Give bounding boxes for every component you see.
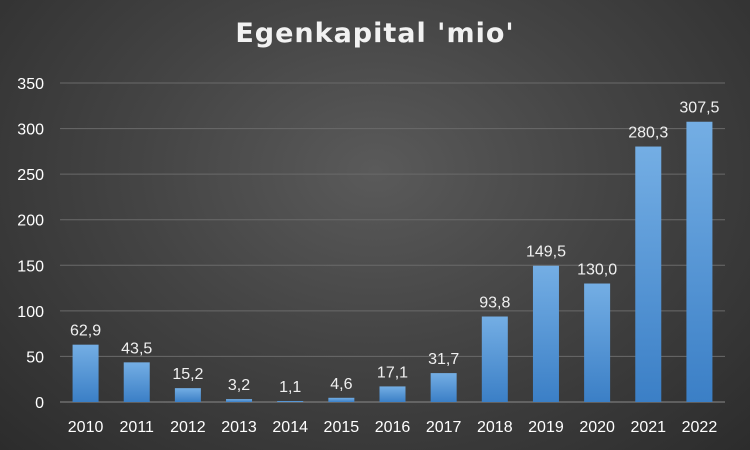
data-label-2019: 149,5 xyxy=(526,244,566,261)
x-tick-label-2022: 2022 xyxy=(682,419,718,436)
x-tick-label-2011: 2011 xyxy=(120,419,155,436)
data-label-2011: 43,5 xyxy=(121,340,152,357)
bar-2017 xyxy=(430,373,457,402)
bar-2011 xyxy=(123,362,150,402)
y-tick-label: 200 xyxy=(17,213,44,230)
bar-layer xyxy=(72,121,713,402)
chart-title: Egenkapital 'mio' xyxy=(235,18,515,49)
x-tick-label-2017: 2017 xyxy=(426,419,462,436)
y-tick-label: 150 xyxy=(17,258,44,275)
x-tick-label-2016: 2016 xyxy=(375,419,411,436)
x-tick-label-2013: 2013 xyxy=(221,419,257,436)
data-label-2015: 4,6 xyxy=(330,376,352,393)
bar-2013 xyxy=(226,399,253,402)
grid-layer xyxy=(60,82,725,403)
data-label-2018: 93,8 xyxy=(479,295,510,312)
data-label-2016: 17,1 xyxy=(377,364,408,381)
data-label-2022: 307,5 xyxy=(679,100,719,117)
data-label-2021: 280,3 xyxy=(628,125,668,142)
x-tick-label-2020: 2020 xyxy=(579,419,615,436)
y-tick-label: 350 xyxy=(17,76,44,93)
bar-2019 xyxy=(532,265,559,402)
data-label-2012: 15,2 xyxy=(172,366,203,383)
x-tick-label-2010: 2010 xyxy=(68,419,104,436)
bar-2010 xyxy=(72,344,99,402)
x-tick-label-2018: 2018 xyxy=(477,419,513,436)
bar-2016 xyxy=(379,386,406,402)
y-tick-label: 300 xyxy=(17,122,44,139)
bar-2022 xyxy=(686,121,713,402)
axis-layer: 0 50 100 150 200 250 300 350 2010 2011 2012 2013 201… xyxy=(17,76,717,436)
x-tick-label-2019: 2019 xyxy=(528,419,564,436)
data-label-2014: 1,1 xyxy=(279,379,301,396)
bar-2014 xyxy=(277,400,304,402)
bar-2015 xyxy=(328,397,355,402)
data-label-2013: 3,2 xyxy=(228,377,250,394)
data-label-2017: 31,7 xyxy=(428,351,459,368)
bar-2018 xyxy=(481,316,508,402)
x-tick-label-2012: 2012 xyxy=(170,419,206,436)
bar-2012 xyxy=(174,388,201,402)
data-label-2010: 62,9 xyxy=(70,323,101,340)
x-tick-label-2015: 2015 xyxy=(324,419,360,436)
bar-2020 xyxy=(584,283,611,402)
y-tick-label: 100 xyxy=(17,304,44,321)
y-tick-label: 50 xyxy=(26,349,44,366)
y-tick-label: 250 xyxy=(17,167,44,184)
data-label-2020: 130,0 xyxy=(577,262,617,279)
x-tick-label-2021: 2021 xyxy=(630,419,666,436)
x-tick-label-2014: 2014 xyxy=(272,419,308,436)
bar-2021 xyxy=(635,146,662,402)
label-layer: 62,9 43,5 15,2 3,2 1,1 4,6 17,1 31,7 93,8 149,5 13… xyxy=(70,100,720,396)
y-tick-label: 0 xyxy=(35,395,44,412)
